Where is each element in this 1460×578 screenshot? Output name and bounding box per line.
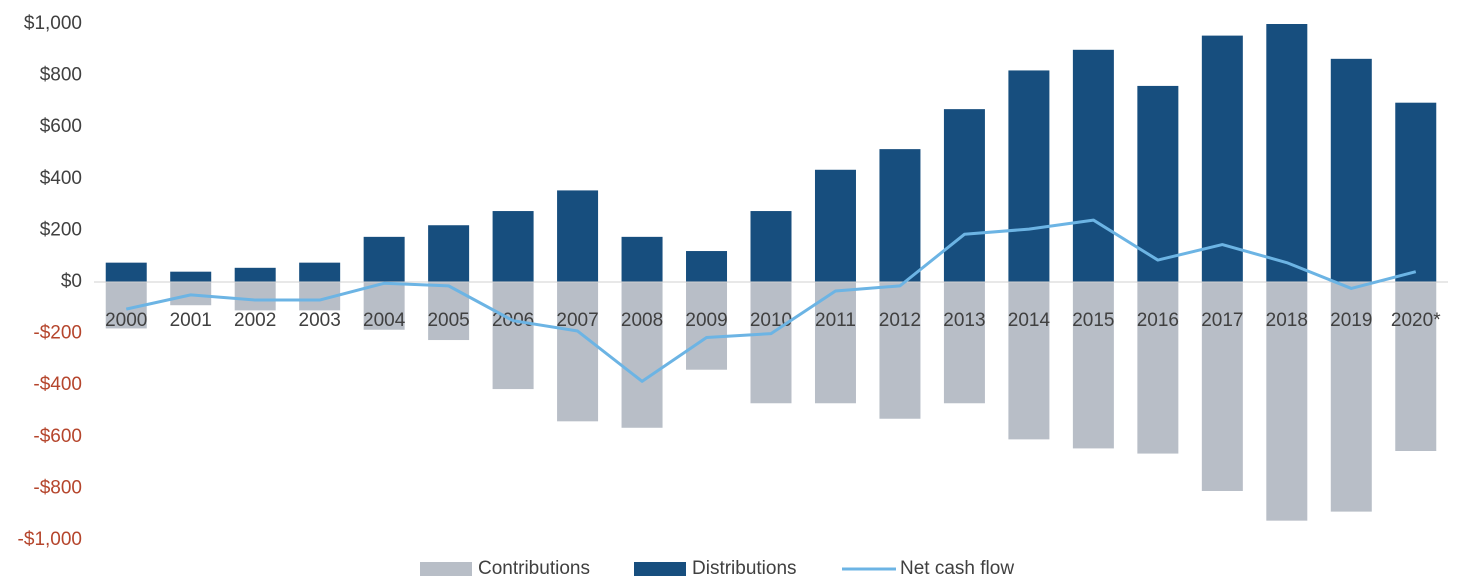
bar: [105, 262, 147, 282]
bar: [1266, 24, 1308, 282]
bar: [1008, 282, 1050, 440]
bar: [750, 211, 792, 282]
bar: [1330, 58, 1372, 282]
bar: [621, 282, 663, 428]
bar: [686, 282, 728, 370]
x-tick-label: 2007: [556, 310, 598, 331]
y-tick-label: $600: [40, 116, 82, 137]
x-tick-label: 2009: [685, 310, 727, 331]
y-tick-label: -$600: [33, 426, 82, 447]
bar: [557, 190, 599, 282]
bar: [557, 282, 599, 422]
y-tick-label: $1,000: [24, 13, 82, 34]
bar: [1201, 35, 1243, 282]
x-tick-label: 2013: [943, 310, 985, 331]
legend-swatch: [420, 562, 472, 576]
x-tick-label: 2000: [105, 310, 147, 331]
bar: [234, 282, 276, 311]
bar: [879, 282, 921, 419]
y-tick-label: $0: [61, 271, 82, 292]
bar: [1330, 282, 1372, 512]
x-tick-label: 2003: [299, 310, 341, 331]
x-tick-label: 2011: [815, 310, 856, 331]
x-tick-label: 2017: [1201, 310, 1243, 331]
x-tick-label: 2004: [363, 310, 406, 331]
bar: [1395, 102, 1437, 282]
x-tick-label: 2016: [1137, 310, 1179, 331]
y-tick-label: -$200: [33, 323, 82, 344]
y-tick-label: -$800: [33, 477, 82, 498]
x-tick-label: 2019: [1330, 310, 1372, 331]
bar: [621, 236, 663, 282]
bar: [170, 271, 212, 282]
x-tick-label: 2012: [879, 310, 921, 331]
y-tick-label: -$1,000: [18, 529, 82, 550]
legend-label: Net cash flow: [900, 558, 1014, 578]
y-tick-label: $200: [40, 219, 82, 240]
bar: [1395, 282, 1437, 451]
bar: [814, 169, 856, 282]
legend-label: Contributions: [478, 558, 590, 578]
y-tick-label: $800: [40, 65, 82, 86]
x-tick-label: 2020*: [1391, 310, 1441, 331]
bar: [492, 282, 534, 390]
bar: [1008, 70, 1050, 282]
bar: [686, 251, 728, 282]
x-tick-label: 2018: [1266, 310, 1308, 331]
bar: [1137, 85, 1179, 282]
bar: [943, 109, 985, 282]
bar: [363, 236, 405, 282]
legend-swatch: [634, 562, 686, 576]
y-tick-label: -$400: [33, 374, 82, 395]
x-tick-label: 2010: [750, 310, 792, 331]
bar: [1072, 49, 1114, 282]
bar: [1266, 282, 1308, 521]
bar: [363, 282, 405, 330]
line: [125, 218, 1417, 383]
legend-label: Distributions: [692, 558, 797, 578]
bar: [492, 211, 534, 282]
x-tick-label: 2002: [234, 310, 276, 331]
x-tick-label: 2005: [427, 310, 469, 331]
bar: [1072, 282, 1114, 449]
x-tick-label: 2008: [621, 310, 663, 331]
x-tick-label: 2015: [1072, 310, 1114, 331]
bar: [234, 267, 276, 282]
bar: [943, 282, 985, 404]
bar: [1137, 282, 1179, 454]
x-tick-label: 2014: [1008, 310, 1051, 331]
bar: [750, 282, 792, 404]
bar: [814, 282, 856, 404]
bar: [428, 225, 470, 282]
y-tick-label: $400: [40, 168, 82, 189]
bar: [1201, 282, 1243, 491]
bar: [879, 149, 921, 282]
x-tick-label: 2001: [170, 310, 212, 331]
bar: [299, 262, 341, 282]
